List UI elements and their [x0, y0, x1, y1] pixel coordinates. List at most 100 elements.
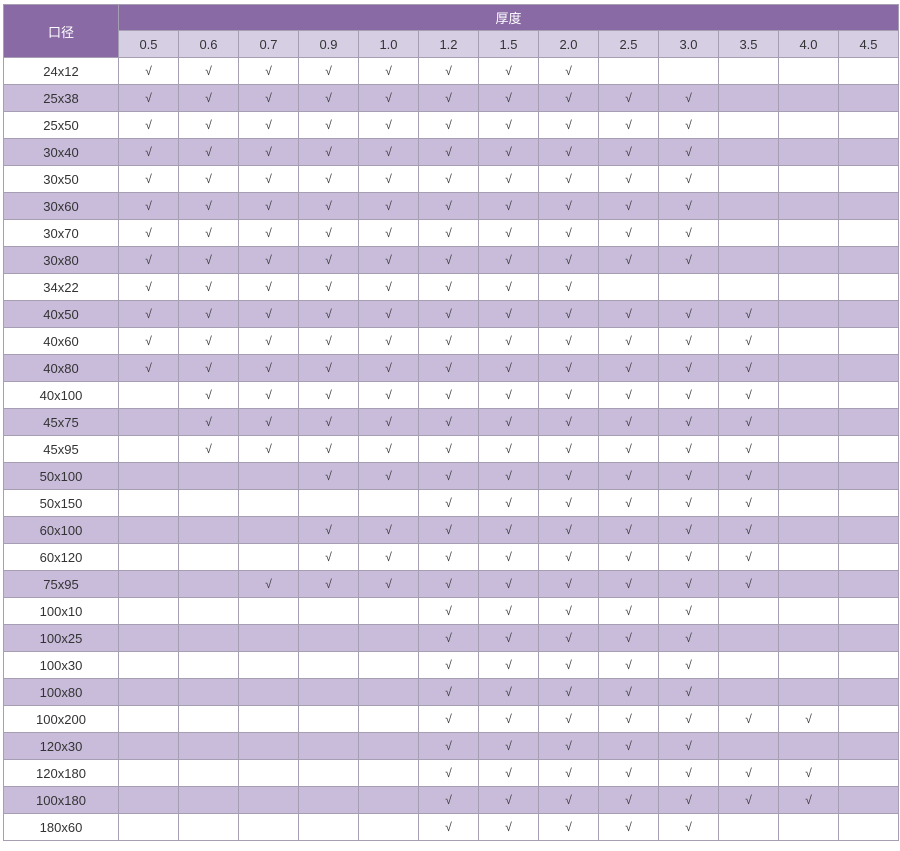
- empty-cell: [358, 597, 419, 625]
- check-cell: √: [598, 597, 659, 625]
- check-cell: √: [358, 543, 419, 571]
- check-cell: √: [118, 300, 179, 328]
- check-cell: √: [238, 300, 299, 328]
- empty-cell: [118, 624, 179, 652]
- check-cell: √: [418, 543, 479, 571]
- empty-cell: [838, 678, 899, 706]
- caliber-cell: 34x22: [3, 273, 119, 301]
- empty-cell: [778, 219, 839, 247]
- check-cell: √: [358, 84, 419, 112]
- empty-cell: [358, 813, 419, 841]
- empty-cell: [238, 462, 299, 490]
- caliber-cell: 25x38: [3, 84, 119, 112]
- check-cell: √: [478, 462, 539, 490]
- empty-cell: [238, 705, 299, 733]
- check-cell: √: [658, 219, 719, 247]
- empty-cell: [238, 813, 299, 841]
- empty-cell: [778, 57, 839, 85]
- check-cell: √: [298, 273, 359, 301]
- caliber-cell: 45x95: [3, 435, 119, 463]
- check-cell: √: [538, 435, 599, 463]
- empty-cell: [178, 462, 239, 490]
- check-cell: √: [658, 192, 719, 220]
- caliber-cell: 180x60: [3, 813, 119, 841]
- table-body: 24x12 √ √ √ √ √ √ √ √ 25x38 √ √ √ √ √ √ √ √ √ √ 25x50 √ √ √ √ √ √ √…: [3, 57, 899, 841]
- check-cell: √: [478, 624, 539, 652]
- check-cell: √: [598, 624, 659, 652]
- empty-cell: [358, 732, 419, 760]
- empty-cell: [838, 138, 899, 166]
- thickness-col-header: 1.0: [358, 30, 419, 58]
- empty-cell: [178, 489, 239, 517]
- check-cell: √: [178, 165, 239, 193]
- check-cell: √: [478, 57, 539, 85]
- check-cell: √: [598, 732, 659, 760]
- check-cell: √: [178, 219, 239, 247]
- check-cell: √: [538, 273, 599, 301]
- thickness-col-header: 4.5: [838, 30, 899, 58]
- table-row: 30x40 √ √ √ √ √ √ √ √ √ √: [3, 138, 899, 166]
- check-cell: √: [298, 246, 359, 274]
- check-cell: √: [418, 165, 479, 193]
- caliber-cell: 120x180: [3, 759, 119, 787]
- check-cell: √: [418, 327, 479, 355]
- check-cell: √: [418, 84, 479, 112]
- empty-cell: [718, 138, 779, 166]
- empty-cell: [298, 759, 359, 787]
- empty-cell: [838, 84, 899, 112]
- empty-cell: [838, 597, 899, 625]
- check-cell: √: [418, 624, 479, 652]
- empty-cell: [718, 597, 779, 625]
- table-row: 40x60 √ √ √ √ √ √ √ √ √ √ √: [3, 327, 899, 355]
- check-cell: √: [478, 408, 539, 436]
- check-cell: √: [478, 246, 539, 274]
- check-cell: √: [658, 462, 719, 490]
- caliber-cell: 40x100: [3, 381, 119, 409]
- check-cell: √: [478, 705, 539, 733]
- empty-cell: [718, 813, 779, 841]
- table-row: 24x12 √ √ √ √ √ √ √ √: [3, 57, 899, 85]
- check-cell: √: [658, 570, 719, 598]
- empty-cell: [238, 516, 299, 544]
- check-cell: √: [418, 138, 479, 166]
- empty-cell: [118, 408, 179, 436]
- check-cell: √: [538, 462, 599, 490]
- check-cell: √: [298, 354, 359, 382]
- check-cell: √: [358, 570, 419, 598]
- empty-cell: [118, 570, 179, 598]
- empty-cell: [658, 273, 719, 301]
- check-cell: √: [418, 732, 479, 760]
- check-cell: √: [118, 354, 179, 382]
- empty-cell: [838, 489, 899, 517]
- table-row: 34x22 √ √ √ √ √ √ √ √: [3, 273, 899, 301]
- check-cell: √: [598, 219, 659, 247]
- empty-cell: [838, 354, 899, 382]
- empty-cell: [838, 462, 899, 490]
- check-cell: √: [418, 705, 479, 733]
- check-cell: √: [298, 327, 359, 355]
- check-cell: √: [418, 219, 479, 247]
- check-cell: √: [538, 597, 599, 625]
- check-cell: √: [118, 246, 179, 274]
- check-cell: √: [358, 354, 419, 382]
- check-cell: √: [538, 246, 599, 274]
- empty-cell: [838, 219, 899, 247]
- check-cell: √: [598, 786, 659, 814]
- check-cell: √: [478, 813, 539, 841]
- empty-cell: [838, 327, 899, 355]
- check-cell: √: [418, 192, 479, 220]
- check-cell: √: [658, 651, 719, 679]
- check-cell: √: [478, 192, 539, 220]
- empty-cell: [118, 732, 179, 760]
- table-row: 25x50 √ √ √ √ √ √ √ √ √ √: [3, 111, 899, 139]
- empty-cell: [778, 300, 839, 328]
- check-cell: √: [658, 516, 719, 544]
- empty-cell: [718, 624, 779, 652]
- empty-cell: [178, 516, 239, 544]
- check-cell: √: [418, 300, 479, 328]
- check-cell: √: [598, 327, 659, 355]
- check-cell: √: [658, 597, 719, 625]
- check-cell: √: [658, 111, 719, 139]
- caliber-cell: 50x100: [3, 462, 119, 490]
- check-cell: √: [358, 408, 419, 436]
